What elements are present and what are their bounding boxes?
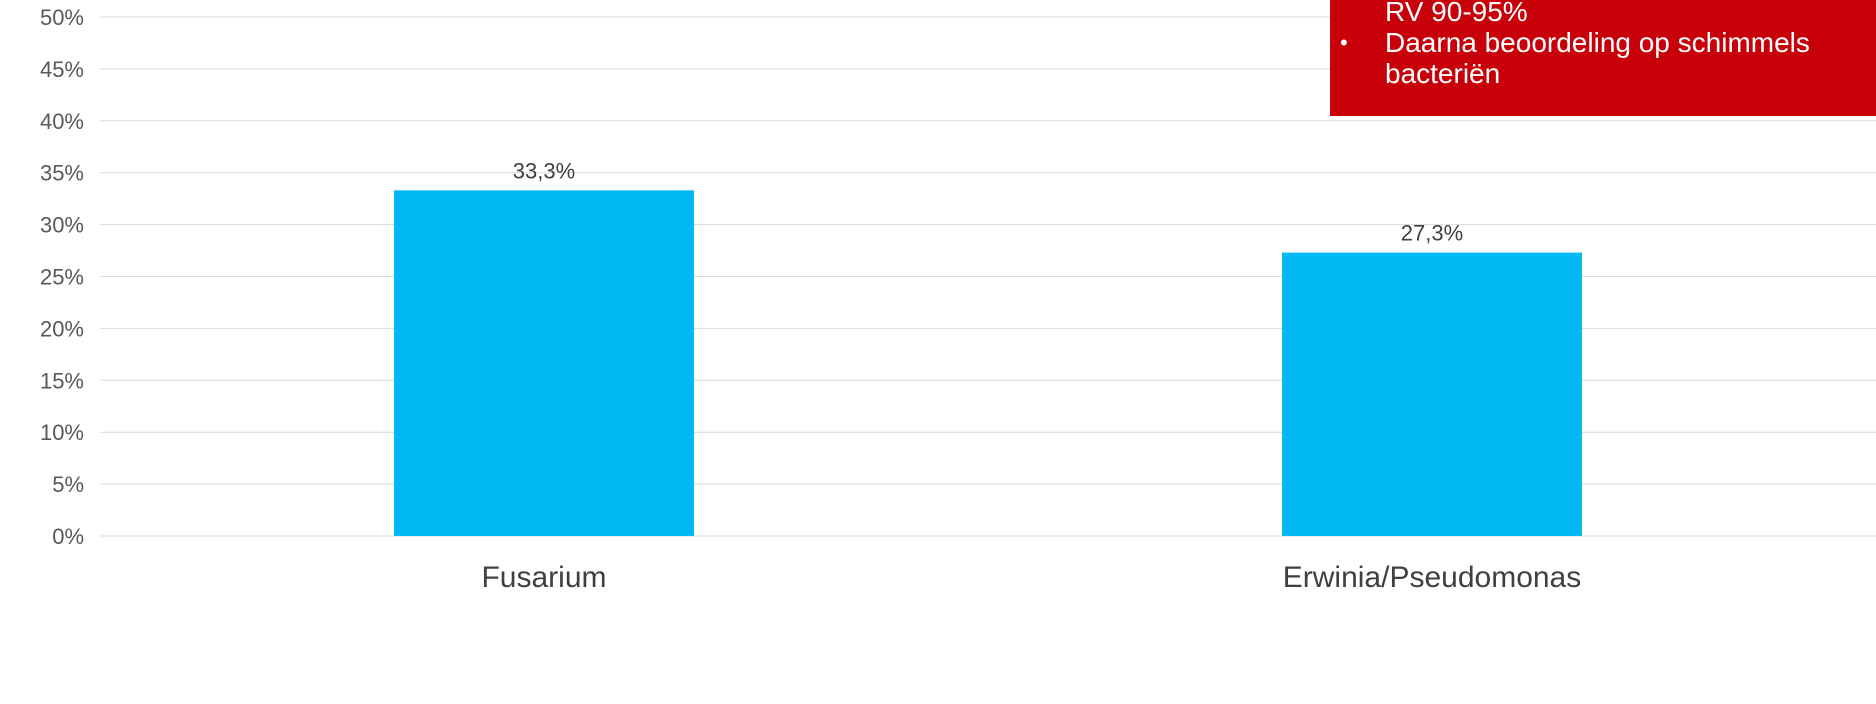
callout-text: bacteriën <box>1385 58 1501 89</box>
callout-text: RV 90-95% <box>1385 0 1528 27</box>
callout-line: RV 90-95% <box>1330 0 1876 27</box>
y-tick-label: 0% <box>52 524 84 549</box>
callout-box: RV 90-95% • Daarna beoordeling op schimm… <box>1330 0 1876 116</box>
category-label: Erwinia/Pseudomonas <box>1283 561 1582 594</box>
bar <box>1282 252 1582 536</box>
y-tick-label: 5% <box>52 472 84 497</box>
callout-line: bacteriën <box>1330 58 1876 89</box>
y-tick-label: 50% <box>40 5 84 30</box>
bar <box>394 190 694 536</box>
bar-value-label: 33,3% <box>513 158 575 183</box>
y-tick-label: 35% <box>40 161 84 186</box>
callout-bullet: • <box>1340 30 1348 55</box>
x-axis-categories: Fusarium Erwinia/Pseudomonas <box>481 561 1581 594</box>
callout-line: • Daarna beoordeling op schimmels <box>1330 27 1876 58</box>
y-tick-label: 45% <box>40 57 84 82</box>
category-label: Fusarium <box>481 561 606 594</box>
data-labels: 33,3% 27,3% <box>513 158 1463 245</box>
bars <box>394 190 1582 536</box>
y-tick-label: 20% <box>40 316 84 341</box>
y-tick-label: 10% <box>40 420 84 445</box>
y-tick-label: 40% <box>40 109 84 134</box>
y-tick-label: 15% <box>40 368 84 393</box>
y-tick-label: 25% <box>40 265 84 290</box>
bar-value-label: 27,3% <box>1401 221 1463 246</box>
y-tick-label: 30% <box>40 213 84 238</box>
y-axis-ticks: 0% 5% 10% 15% 20% 25% 30% 35% 40% 45% 50% <box>40 5 84 549</box>
callout-text: Daarna beoordeling op schimmels <box>1385 27 1810 58</box>
